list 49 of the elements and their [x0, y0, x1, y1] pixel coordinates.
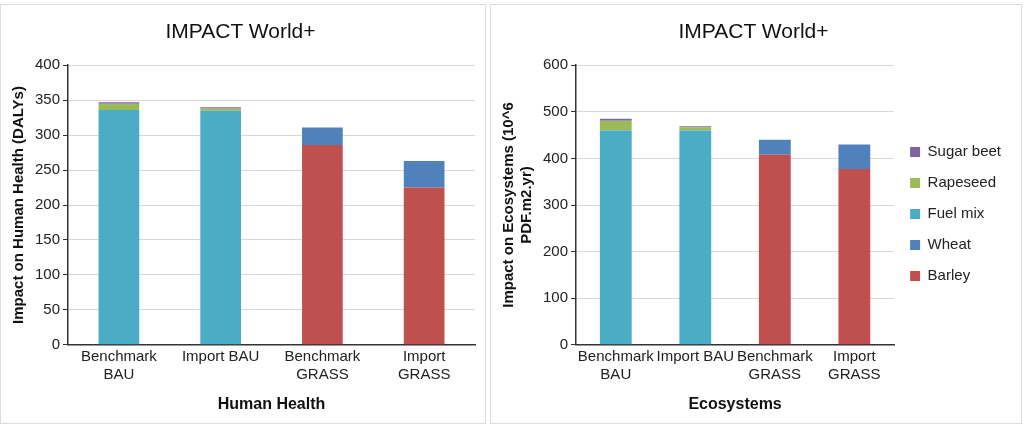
bar: [200, 110, 241, 345]
bar: [599, 120, 632, 131]
legend-label: Sugar beet: [927, 142, 1002, 160]
x-tick-label: Import BAU: [181, 346, 260, 364]
x-tick-label: Benchmark GRASS: [284, 346, 361, 382]
y-tick-label: 300: [35, 125, 61, 143]
bar: [838, 169, 871, 345]
y-tick-label: 0: [51, 334, 61, 352]
y-tick-label: 300: [543, 195, 569, 213]
y-tick-label: 200: [543, 241, 569, 259]
bar: [98, 109, 140, 345]
y-tick-label: 100: [35, 265, 61, 283]
y-tick-label: 500: [543, 101, 569, 119]
y-axis-title: Impact on Ecosystems (10^6 PDF.m2.yr): [499, 102, 535, 308]
x-tick-label: Benchmark GRASS: [736, 346, 814, 382]
y-tick-label: 400: [35, 55, 61, 73]
bar: [302, 144, 343, 345]
x-tick-label: Import GRASS: [828, 346, 881, 382]
y-axis-title: Impact on Human Health (DALYs): [9, 86, 27, 324]
y-tick-label: 0: [559, 334, 569, 352]
y-tick-label: 400: [543, 148, 569, 166]
x-tick-label: Benchmark BAU: [577, 346, 655, 382]
legend-label: Rapeseed: [927, 173, 996, 191]
y-tick-label: 50: [43, 299, 61, 317]
chart-title: IMPACT World+: [165, 19, 316, 43]
chart-title: IMPACT World+: [678, 19, 829, 43]
bar: [599, 130, 632, 345]
bar: [758, 139, 791, 155]
x-tick-label: Import GRASS: [397, 346, 451, 382]
y-tick-label: 350: [35, 90, 61, 108]
legend-label: Barley: [927, 266, 971, 284]
x-axis-title: Ecosystems: [688, 394, 782, 412]
legend-label: Wheat: [927, 235, 972, 253]
bar: [403, 160, 445, 188]
x-tick-label: Benchmark BAU: [80, 346, 158, 382]
x-axis-title: Human Health: [217, 394, 326, 412]
bar: [302, 127, 343, 145]
y-tick-label: 600: [543, 55, 569, 73]
bar: [838, 144, 871, 170]
bar: [679, 130, 712, 345]
bar: [758, 154, 791, 345]
y-tick-label: 250: [35, 160, 61, 178]
y-tick-label: 100: [543, 288, 569, 306]
x-tick-label: Import BAU: [656, 346, 735, 364]
legend-label: Fuel mix: [927, 204, 985, 222]
bar: [403, 187, 445, 345]
y-tick-label: 150: [35, 230, 61, 248]
bar: [98, 103, 140, 110]
y-tick-label: 200: [35, 195, 61, 213]
